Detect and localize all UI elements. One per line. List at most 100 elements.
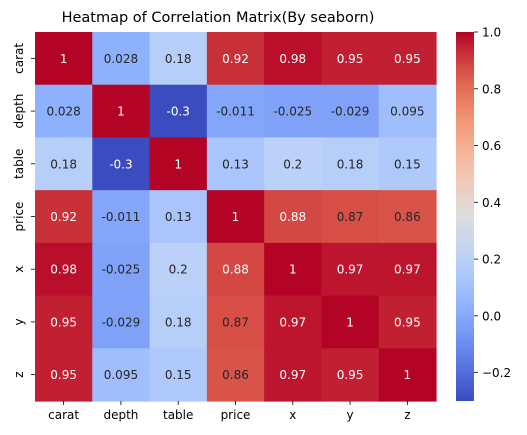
heatmap-cell (206, 84, 265, 139)
heatmap-cell (206, 137, 265, 191)
cell-value-label: -0.011 (102, 210, 141, 224)
cell-value-label: -0.029 (331, 105, 370, 119)
y-tick-label: carat (12, 43, 26, 74)
heatmap-cell (92, 32, 151, 86)
heatmap-cell (149, 295, 208, 349)
x-axis: carat depth table price x y z (48, 401, 411, 422)
cell-value-label: -0.025 (273, 105, 312, 119)
cell-value-label: 0.88 (279, 210, 306, 224)
x-tick-label: y (347, 408, 354, 422)
cell-value-label: 0.97 (279, 368, 306, 382)
cell-value-label: -0.011 (216, 105, 255, 119)
x-tick-label: carat (48, 408, 79, 422)
heatmap-cell (35, 348, 93, 402)
x-tick-label: z (404, 408, 410, 422)
heatmap-cell (264, 32, 323, 86)
heatmap-cell (149, 242, 208, 297)
heatmap-cell (378, 190, 437, 244)
heatmap-cell (149, 137, 208, 191)
heatmap-cell (206, 242, 265, 297)
cell-value-label: 0.2 (169, 263, 188, 277)
cell-labels: 1 0.028 0.18 0.92 0.98 0.95 0.95 0.028 1 -0.3 -0.0… (46, 52, 424, 382)
cell-value-label: 1 (117, 105, 125, 119)
cell-value-label: 0.87 (337, 210, 364, 224)
heatmap-cell (35, 190, 93, 244)
heatmap-cell (264, 137, 323, 191)
cell-value-label: 1 (404, 368, 412, 382)
heatmap-cell (321, 348, 380, 402)
cell-value-label: -0.3 (109, 157, 132, 171)
cell-value-label: 1 (60, 52, 68, 66)
chart-title: Heatmap of Correlation Matrix(By seaborn… (62, 10, 375, 26)
colorbar-tick-label: 0.8 (482, 82, 501, 96)
cell-value-label: 0.028 (104, 52, 138, 66)
cell-value-label: 1 (289, 263, 297, 277)
cell-value-label: 0.97 (279, 315, 306, 329)
x-tick-label: x (289, 408, 296, 422)
heatmap-cell (378, 32, 437, 86)
cell-value-label: 0.98 (279, 52, 306, 66)
colorbar-gradient (456, 32, 474, 401)
cell-value-label: 0.95 (50, 315, 77, 329)
cell-value-label: 0.13 (222, 157, 249, 171)
cell-value-label: 0.95 (50, 368, 77, 382)
heatmap-cell (35, 295, 93, 349)
heatmap-cell (149, 84, 208, 139)
x-tick-label: price (221, 408, 251, 422)
cell-value-label: 0.15 (394, 157, 421, 171)
heatmap-cell (321, 84, 380, 139)
heatmap-cell (321, 295, 380, 349)
heatmap-cell (264, 348, 323, 402)
y-tick-label: table (12, 149, 26, 179)
heatmap-cell (92, 348, 151, 402)
cell-value-label: 0.18 (50, 157, 77, 171)
heatmap-cell (149, 32, 208, 86)
heatmap-cell (264, 84, 323, 139)
colorbar-tick-label: 0.2 (482, 253, 501, 267)
colorbar-tick-label: 0.0 (482, 309, 501, 323)
cell-value-label: -0.3 (167, 105, 190, 119)
heatmap-cell (149, 348, 208, 402)
heatmap-cell (35, 137, 93, 191)
cell-value-label: 0.95 (337, 52, 364, 66)
heatmap-cell (321, 190, 380, 244)
cell-value-label: 0.18 (165, 315, 192, 329)
cell-value-label: 0.95 (394, 315, 421, 329)
colorbar-tick-label: 0.4 (482, 196, 501, 210)
heatmap-cell (92, 190, 151, 244)
cell-value-label: 0.15 (165, 368, 192, 382)
heatmap-cell (206, 190, 265, 244)
cell-value-label: 0.18 (165, 52, 192, 66)
heatmap-cell (35, 84, 93, 139)
cell-value-label: 1 (174, 157, 182, 171)
heatmap-cell (321, 32, 380, 86)
cell-value-label: 0.18 (337, 157, 364, 171)
heatmap-cell (206, 348, 265, 402)
cell-value-label: 0.13 (165, 210, 192, 224)
colorbar-tick-label: 0.6 (482, 139, 501, 153)
heatmap-cell (92, 295, 151, 349)
cell-value-label: 0.92 (50, 210, 77, 224)
cell-value-label: -0.029 (102, 315, 141, 329)
cell-value-label: 0.97 (337, 263, 364, 277)
cell-value-label: 0.97 (394, 263, 421, 277)
cell-value-label: 1 (346, 315, 354, 329)
heatmap-cell (321, 242, 380, 297)
heatmap-cell (378, 84, 437, 139)
heatmap-cell (264, 190, 323, 244)
cell-value-label: 0.92 (222, 52, 249, 66)
y-tick-label: z (12, 371, 26, 377)
heatmap-cell (92, 242, 151, 297)
x-tick-label: table (163, 408, 193, 422)
y-tick-label: x (12, 266, 26, 273)
heatmap-cell (206, 32, 265, 86)
y-tick-label: depth (12, 94, 26, 129)
y-tick-label: y (12, 318, 26, 325)
heatmap-cell (378, 295, 437, 349)
cell-value-label: 0.86 (394, 210, 421, 224)
cell-value-label: 0.87 (222, 315, 249, 329)
colorbar-tick-label: 1.0 (482, 26, 501, 40)
heatmap-cell (378, 242, 437, 297)
heatmap-cell (321, 137, 380, 191)
